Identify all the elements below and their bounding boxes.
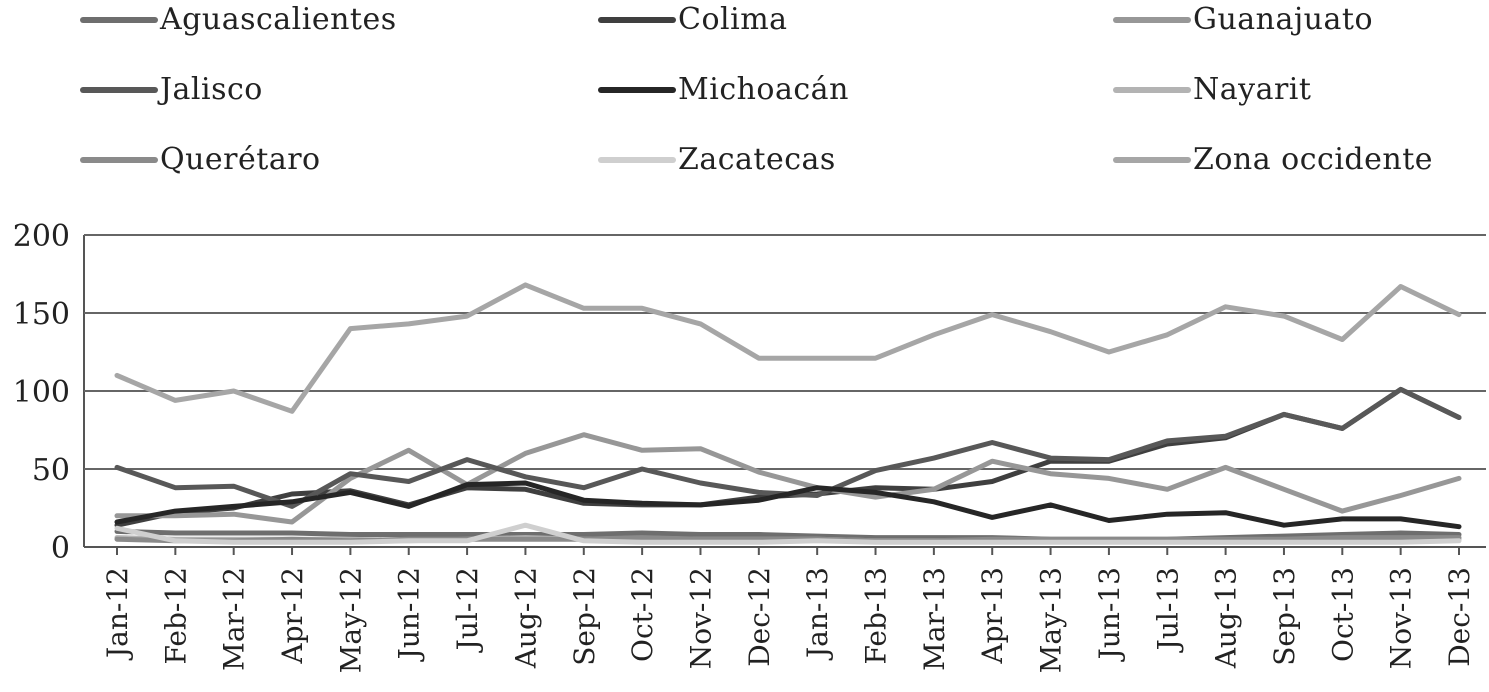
x-tick-label: Apr-13 xyxy=(976,567,1009,665)
legend-label: Michoacán xyxy=(678,72,849,107)
x-tick-label: Feb-12 xyxy=(159,567,192,664)
legend-item: Querétaro xyxy=(80,140,321,180)
legend-swatch xyxy=(1113,17,1191,23)
legend-swatch xyxy=(80,87,158,93)
x-tick-label: Jun-13 xyxy=(1093,567,1126,662)
x-tick-label: Jan-13 xyxy=(801,567,834,661)
legend-item: Aguascalientes xyxy=(80,0,397,40)
legend-label: Jalisco xyxy=(160,72,263,107)
y-tick-label: 200 xyxy=(13,219,70,254)
legend-swatch xyxy=(1113,157,1191,163)
legend-item: Zona occidente xyxy=(1113,140,1433,180)
legend-swatch xyxy=(80,17,158,23)
x-tick-label: Dec-13 xyxy=(1443,567,1476,667)
x-tick-label: Jan-12 xyxy=(101,567,134,661)
x-tick-label: Mar-12 xyxy=(218,567,251,671)
x-tick-label: Oct-12 xyxy=(626,567,659,662)
series-line xyxy=(114,480,1462,530)
legend-label: Querétaro xyxy=(160,142,321,177)
series-line xyxy=(114,432,1462,525)
x-tick-label: Jun-12 xyxy=(393,567,426,662)
y-tick-label: 150 xyxy=(13,297,70,332)
y-tick-label: 0 xyxy=(51,531,70,566)
x-tick-label: Dec-12 xyxy=(743,567,776,667)
legend-item: Zacatecas xyxy=(598,140,836,180)
legend-swatch xyxy=(598,157,676,163)
legend-item: Nayarit xyxy=(1113,70,1311,110)
legend-item: Jalisco xyxy=(80,70,263,110)
legend-swatch xyxy=(598,87,676,93)
x-tick-label: Aug-12 xyxy=(509,567,542,669)
legend-swatch xyxy=(598,17,676,23)
legend-label: Nayarit xyxy=(1193,72,1312,107)
series-line xyxy=(114,282,1462,414)
x-tick-label: Mar-13 xyxy=(918,567,951,671)
legend-item: Guanajuato xyxy=(1113,0,1373,40)
legend-swatch xyxy=(1113,87,1191,93)
x-tick-label: Nov-12 xyxy=(684,567,717,669)
x-tick-label: Jul-12 xyxy=(451,567,484,653)
x-tick-label: Feb-13 xyxy=(860,567,893,664)
series-line xyxy=(114,386,1462,509)
x-tick-label: Apr-12 xyxy=(276,567,309,665)
series-line xyxy=(114,522,1462,545)
legend-swatch xyxy=(80,157,158,163)
legend-label: Aguascalientes xyxy=(160,2,397,37)
legend-item: Michoacán xyxy=(598,70,849,110)
y-tick-label: 50 xyxy=(32,453,70,488)
x-tick-label: Sep-13 xyxy=(1268,567,1301,666)
x-tick-label: Sep-12 xyxy=(568,567,601,666)
chart-legend: Aguascalientes Colima Guanajuato Jalisco Mic… xyxy=(0,0,1489,200)
legend-label: Guanajuato xyxy=(1193,2,1374,37)
legend-label: Zacatecas xyxy=(678,142,836,177)
x-tick-label: Aug-13 xyxy=(1210,567,1243,669)
x-tick-label: Jul-13 xyxy=(1151,567,1184,653)
x-tick-label: Nov-13 xyxy=(1385,567,1418,669)
legend-label: Colima xyxy=(678,2,788,37)
legend-label: Zona occidente xyxy=(1193,142,1433,177)
x-tick-label: May-13 xyxy=(1035,567,1068,673)
x-tick-label: Oct-13 xyxy=(1326,567,1359,662)
x-tick-label: May-12 xyxy=(334,567,367,673)
legend-item: Colima xyxy=(598,0,788,40)
y-tick-label: 100 xyxy=(13,375,70,410)
